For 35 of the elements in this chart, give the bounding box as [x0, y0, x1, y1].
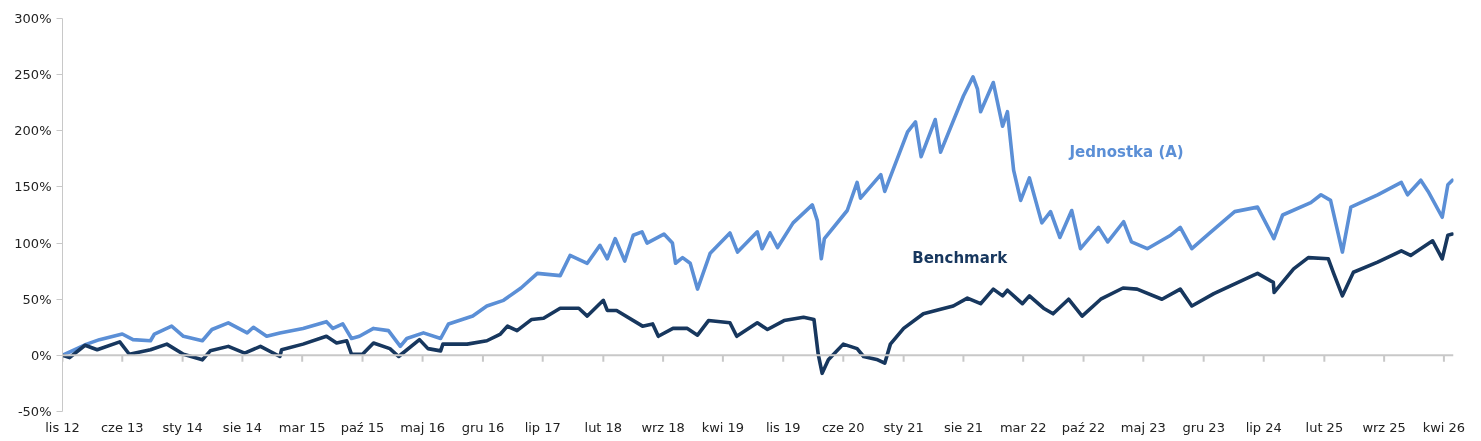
- x-tick-label: cze 13: [100, 419, 144, 435]
- x-tick-label: lip 24: [1245, 419, 1282, 435]
- x-tick-label: lis 19: [765, 419, 801, 435]
- x-tick-label: sie 21: [943, 419, 983, 435]
- x-tick-label: lut 18: [584, 419, 623, 435]
- x-tick-label: wrz 25: [1362, 419, 1406, 435]
- x-tick-label: cze 20: [821, 419, 865, 435]
- y-tick-label: 100%: [14, 235, 52, 251]
- x-tick-label: lut 25: [1305, 419, 1344, 435]
- x-tick-label: gru 23: [1182, 419, 1225, 435]
- x-tick-label: paź 15: [340, 419, 385, 435]
- x-tick-label: paź 22: [1061, 419, 1106, 435]
- x-tick-label: kwi 19: [701, 419, 745, 435]
- line-series: [62, 232, 1454, 376]
- y-tick-label: 0%: [30, 347, 52, 363]
- x-tick-label: sty 21: [883, 419, 924, 435]
- y-tick-label: 250%: [14, 67, 52, 83]
- series-label: Benchmark: [912, 248, 1009, 267]
- x-tick-label: maj 23: [1120, 419, 1166, 435]
- x-tick-label: kwi 26: [1422, 419, 1466, 435]
- x-tick-label: lip 17: [524, 419, 561, 435]
- y-tick-label: 150%: [14, 179, 52, 195]
- x-tick-label: gru 16: [461, 419, 505, 435]
- x-tick-label: lis 12: [45, 419, 80, 435]
- y-tick-label: 300%: [14, 11, 52, 26]
- x-tick-label: mar 15: [278, 419, 326, 435]
- y-tick-label: 200%: [14, 123, 52, 139]
- y-tick-label: -50%: [17, 404, 52, 419]
- x-tick-label: sty 14: [162, 419, 203, 435]
- text: Jednostka (A): [1068, 142, 1184, 161]
- y-tick-label: 50%: [22, 291, 52, 307]
- x-tick-label: mar 22: [999, 419, 1047, 435]
- x-tick-label: sie 14: [222, 419, 262, 435]
- x-tick-label: wrz 18: [641, 419, 685, 435]
- x-tick-label: maj 16: [400, 419, 446, 435]
